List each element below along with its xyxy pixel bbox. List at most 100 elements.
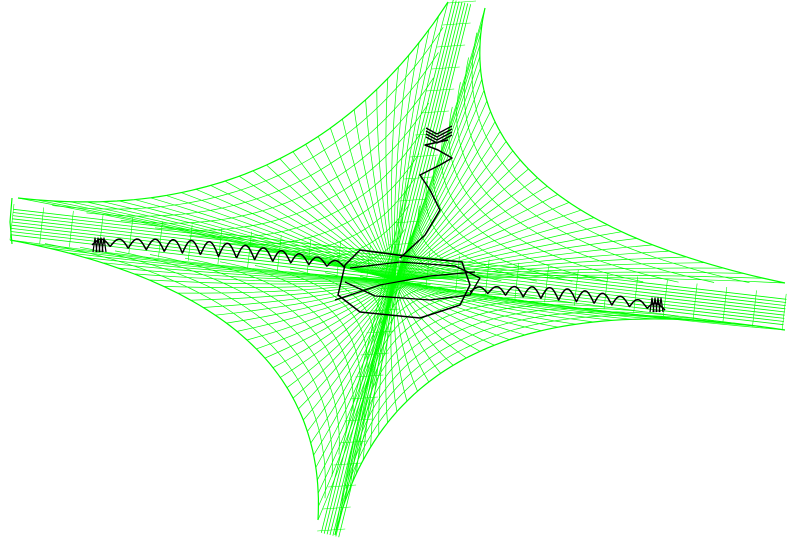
surface-radial-line: [102, 201, 396, 281]
surface-ring-line: [44, 243, 326, 499]
trajectory-vertical-excursion: [399, 139, 453, 259]
arm-vertical-tube: [338, 4, 472, 538]
surface-radial-line: [29, 243, 396, 281]
surface-radial-line: [215, 279, 396, 316]
trajectory-top-coil: [425, 125, 453, 135]
surface-ring-line: [340, 315, 750, 512]
surface-radial-line: [394, 279, 652, 320]
trajectory-right-oscillation: [469, 285, 666, 311]
surface-ring-line: [359, 276, 389, 302]
arm-ring: [306, 238, 312, 275]
surface-radial-line: [394, 231, 622, 281]
arm-ring: [447, 0, 477, 4]
surface-ring-line: [120, 77, 434, 224]
surface-radial-line: [394, 279, 441, 374]
surface-radial-line: [118, 200, 396, 281]
surface-ring-line: [223, 153, 420, 245]
arm-ring: [514, 262, 520, 299]
surface-ring-line: [471, 32, 750, 284]
surface-ring-line: [184, 257, 354, 411]
arm-ring: [437, 44, 466, 48]
trajectory-top-coil: [425, 134, 453, 144]
arm-ring: [633, 276, 638, 313]
surface-radial-line: [181, 192, 396, 281]
surface-ring-line: [448, 106, 644, 283]
arm-ring: [328, 484, 357, 488]
arm-horizontal-tube: [13, 208, 787, 300]
surface-radial-line: [394, 244, 653, 281]
surface-radial-line: [317, 279, 396, 521]
surface-ring-line: [114, 250, 340, 455]
arm-ring: [344, 418, 373, 422]
surface-radial-line: [394, 279, 454, 366]
surface-radial-line: [101, 262, 396, 281]
trajectory-left-oscillation: [91, 238, 346, 269]
arm-ring: [431, 66, 460, 70]
surface-radial-line: [313, 279, 396, 456]
arm-ring: [360, 352, 389, 356]
surface-ring-line: [149, 254, 347, 433]
surface-ring-line: [189, 128, 425, 238]
arm-ring: [128, 217, 134, 254]
surface-radial-line: [190, 279, 396, 301]
surface-radial-line: [394, 279, 673, 320]
trajectory-top-coil: [425, 131, 453, 141]
arm-ring: [781, 293, 787, 330]
arm-ring: [277, 235, 282, 272]
surface-radial-line: [134, 199, 396, 281]
surface-radial-line: [394, 32, 482, 281]
surface-radial-line: [394, 131, 501, 281]
arm-ring: [722, 286, 728, 324]
surface-ring-line: [456, 82, 679, 283]
surface-radial-line: [118, 267, 396, 281]
surface-radial-line: [316, 279, 396, 481]
trajectory-curve: [91, 125, 666, 319]
arm-ring: [484, 259, 490, 296]
surface-ring-line: [345, 311, 715, 489]
arm-ring: [388, 242, 417, 246]
arm-ring: [409, 154, 438, 158]
surface-radial-line: [394, 279, 495, 346]
surface-radial-line: [134, 273, 396, 283]
surface-radial-line: [390, 279, 398, 412]
surface-radial-line: [224, 180, 396, 281]
surface-radial-line: [266, 164, 396, 281]
arm-vertical-tube: [329, 1, 463, 536]
surface-ring-line: [356, 304, 644, 443]
arm-vertical-tube: [320, 0, 454, 533]
arm-ring: [377, 286, 406, 290]
surface-radial-line: [394, 54, 410, 281]
arm-ring: [404, 176, 433, 180]
surface-radial-line: [307, 279, 396, 432]
surface-radial-line: [353, 109, 396, 281]
surface-radial-line: [394, 90, 485, 281]
arm-ring: [544, 266, 549, 303]
trajectory-central-loop-inner: [344, 261, 481, 301]
surface-radial-line: [394, 202, 570, 281]
arm-ring: [426, 88, 455, 92]
trajectory-left-coil: [101, 237, 107, 253]
surface-ring-line: [351, 307, 679, 466]
surface-radial-line: [394, 224, 608, 281]
arm-ring: [158, 221, 163, 258]
arm-ring: [393, 220, 422, 224]
surface-radial-line: [394, 279, 481, 352]
surface-radial-line: [149, 279, 396, 285]
surface-radial-line: [305, 144, 396, 281]
arm-ring: [371, 308, 400, 312]
surface-radial-line: [394, 279, 510, 341]
arm-ring: [442, 22, 471, 26]
surface-radial-line: [394, 194, 558, 281]
arm-ring: [333, 462, 362, 466]
arm-ring: [398, 198, 428, 202]
surface-ring-line: [86, 52, 439, 217]
arm-ring: [355, 374, 384, 378]
arm-ring: [603, 273, 609, 310]
surface-radial-line: [310, 279, 396, 444]
arm-ring: [349, 396, 378, 400]
surface-radial-line: [394, 279, 716, 322]
arm-ring: [338, 440, 368, 444]
surface-ring-line: [464, 57, 715, 283]
surface-edge-lower-left: [9, 239, 319, 521]
surface-radial-line: [376, 89, 396, 281]
